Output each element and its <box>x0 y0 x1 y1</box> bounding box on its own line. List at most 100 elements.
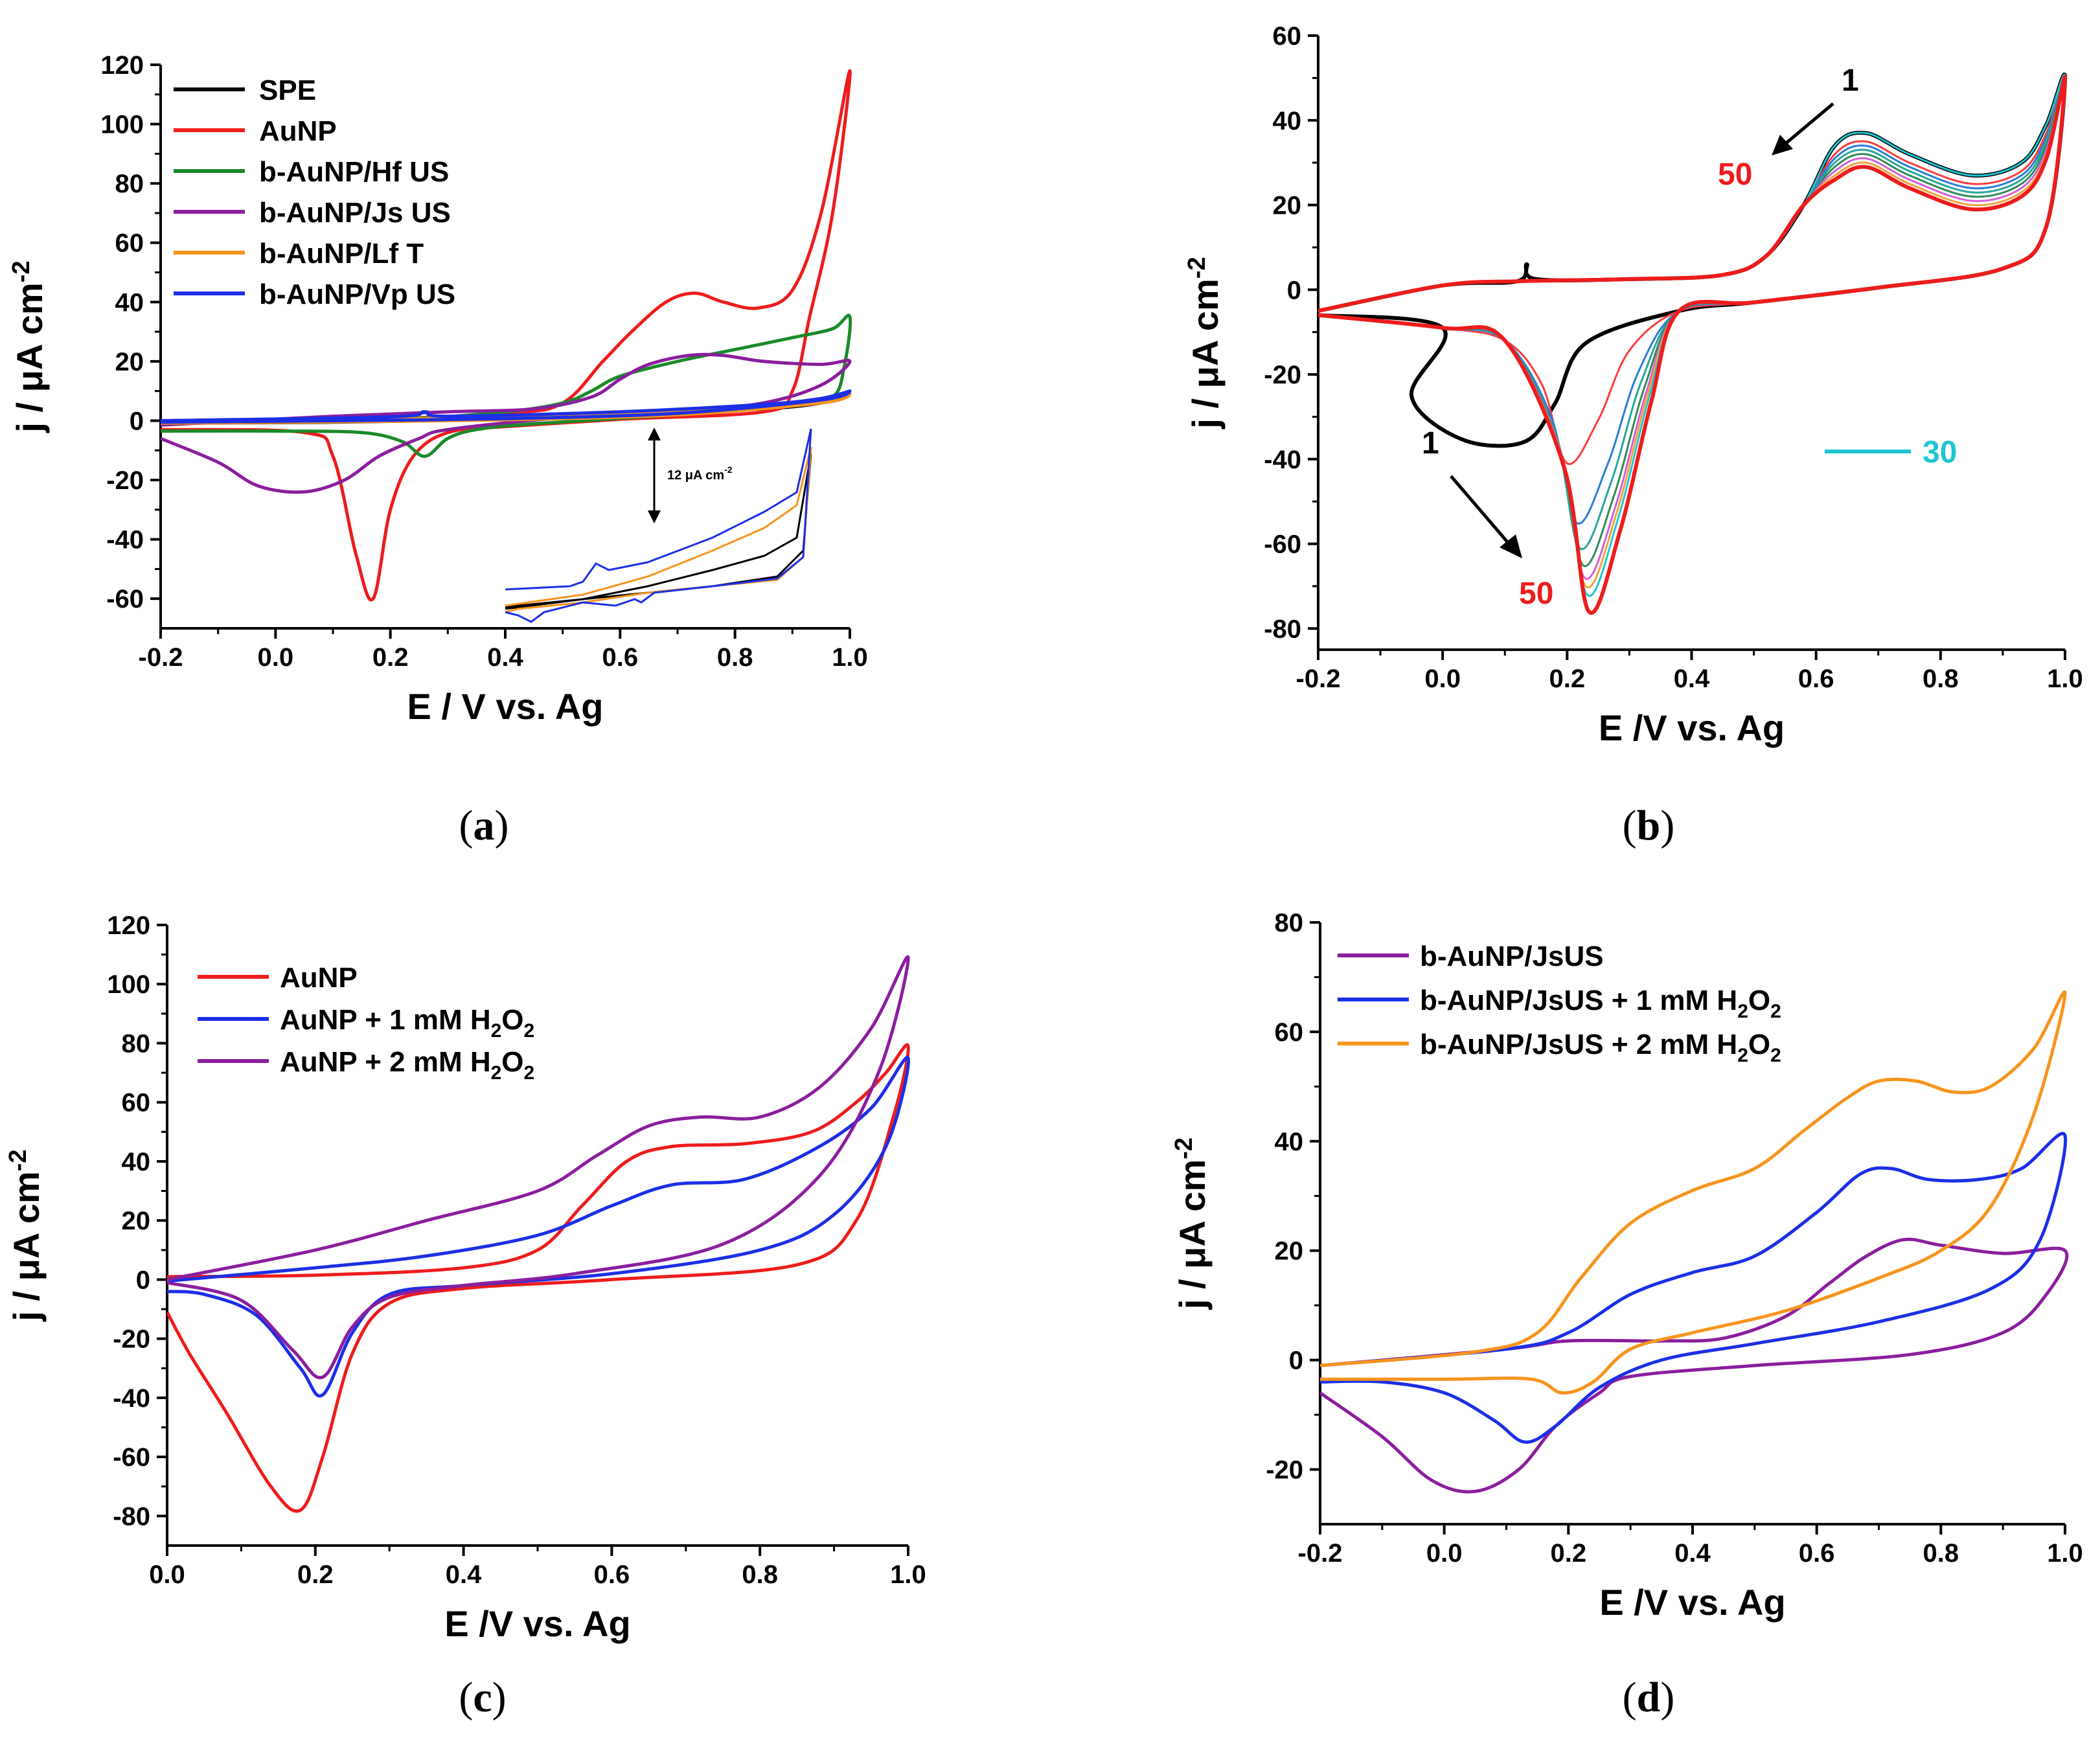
x-tick-label: 0.8 <box>717 643 753 672</box>
cycle-line-50 <box>1318 74 2067 615</box>
y-tick-label: 120 <box>100 51 144 80</box>
panel-a: -0.2 0.0 0.2 0.4 0.6 0.8 1.0 -60 -40 -20 0 20 40 60 80… <box>8 51 868 849</box>
annot-red-cycle-50: 50 <box>1519 577 1553 611</box>
y-tick-label: -80 <box>113 1502 150 1531</box>
y-tick-label: 40 <box>115 288 144 317</box>
panel-d-plot-area: -0.2 0.0 0.2 0.4 0.6 0.8 1.0 -20 0 20 40 60 80 E /V v… <box>1170 909 2083 1623</box>
y-tick-label: 0 <box>136 1266 150 1294</box>
panel-c-plot-area: 0.0 0.2 0.4 0.6 0.8 1.0 -80 -60 -40 -20 0 20 40 60 80 1… <box>5 911 926 1644</box>
series-group <box>161 69 852 602</box>
cycle-line-1 <box>1318 73 2067 448</box>
inset-curve-spe <box>505 453 812 610</box>
x-tick-label: -0.2 <box>1296 665 1341 693</box>
legend-label-vp: b-AuNP/Vp US <box>259 279 455 310</box>
y-tick-label: -40 <box>113 1384 150 1413</box>
panel-c: 0.0 0.2 0.4 0.6 0.8 1.0 -80 -60 -40 -20 0 20 40 60 80 1… <box>5 911 926 1721</box>
x-tick-label: 0.0 <box>149 1560 185 1589</box>
series-line-2 <box>1320 990 2067 1395</box>
panel-b-plot-area: -0.2 0.0 0.2 0.4 0.6 0.8 1.0 -80 -60 -40 -20 0 20 40 6… <box>1183 22 2083 748</box>
series-line-1 <box>161 69 852 602</box>
y-tick-label: -20 <box>1266 1456 1303 1485</box>
panel-a-inset: 12 μA cm-2 <box>505 428 812 623</box>
x-tick-label: 0.4 <box>1674 1539 1711 1568</box>
y-axis-title: j / μA cm-2 <box>1183 257 1226 429</box>
legend-label-jsus-2mm: b-AuNP/JsUS + 2 mM H2O2 <box>1420 1029 1781 1066</box>
y-tick-label: 80 <box>122 1029 151 1058</box>
annot-cycle-30: 30 <box>1923 435 1957 470</box>
x-axis-title: E /V vs. Ag <box>444 1603 630 1644</box>
inset-curve-vp <box>505 428 812 623</box>
cycle-line-25 <box>1318 75 2066 589</box>
y-tick-label: 80 <box>1275 909 1304 937</box>
panel-b-annotations: 1 50 1 50 30 <box>1422 63 1957 611</box>
x-tick-label: 0.6 <box>594 1560 630 1589</box>
x-tick-label: -0.2 <box>1298 1539 1343 1568</box>
panel-a-plot-area: -0.2 0.0 0.2 0.4 0.6 0.8 1.0 -60 -40 -20 0 20 40 60 80… <box>8 51 868 727</box>
annot-ox-cycle-50: 50 <box>1718 157 1752 192</box>
y-tick-label: 60 <box>1275 1018 1304 1047</box>
series-line-2 <box>161 314 852 458</box>
y-tick-label: -60 <box>1264 531 1301 559</box>
x-axis-title: E /V vs. Ag <box>1599 707 1785 748</box>
x-tick-label: 1.0 <box>2047 665 2083 693</box>
series-group <box>1318 73 2067 615</box>
x-tick-label: 0.6 <box>1798 665 1834 693</box>
series-line-0 <box>1320 1237 2069 1494</box>
y-tick-label: 40 <box>122 1148 151 1176</box>
series-line-2 <box>167 955 910 1380</box>
y-tick-label: 0 <box>1289 1347 1303 1375</box>
y-axis-title: j / μA cm-2 <box>1170 1137 1213 1310</box>
ox-arrow-head-icon <box>1772 135 1793 155</box>
y-tick-label: -40 <box>106 526 144 554</box>
inset-arrow-down-icon <box>648 510 661 523</box>
y-tick-label: 40 <box>1273 107 1302 135</box>
legend-label-hf: b-AuNP/Hf US <box>259 156 449 188</box>
x-tick-label: 0.8 <box>1923 665 1959 693</box>
panel-b: -0.2 0.0 0.2 0.4 0.6 0.8 1.0 -80 -60 -40 -20 0 20 40 6… <box>1183 22 2083 849</box>
y-tick-label: -60 <box>113 1443 150 1472</box>
x-tick-label: 0.0 <box>1424 665 1461 693</box>
x-tick-label: -0.2 <box>139 643 183 672</box>
panel-a-caption: (a) <box>459 802 509 849</box>
x-axis-title: E / V vs. Ag <box>407 686 604 727</box>
x-axis-title: E /V vs. Ag <box>1599 1582 1785 1623</box>
y-tick-label: 100 <box>107 970 150 999</box>
y-tick-label: 60 <box>122 1089 151 1117</box>
series-line-1 <box>1320 1132 2068 1444</box>
x-tick-label: 1.0 <box>832 643 868 672</box>
panel-c-legend: AuNP AuNP + 1 mM H2O2 AuNP + 2 mM H2O2 <box>198 962 534 1084</box>
annot-ox-cycle-1: 1 <box>1842 63 1859 98</box>
legend-label-aunp: AuNP <box>280 962 358 994</box>
x-tick-label: 0.4 <box>487 643 523 672</box>
series-group <box>1320 990 2069 1494</box>
x-tick-label: 0.4 <box>1674 665 1710 693</box>
y-tick-label: 20 <box>122 1207 151 1235</box>
panel-d: -0.2 0.0 0.2 0.4 0.6 0.8 1.0 -20 0 20 40 60 80 E /V v… <box>1170 909 2083 1721</box>
y-tick-label: 60 <box>115 229 144 258</box>
panel-a-legend: SPE AuNP b-AuNP/Hf US b-AuNP/Js US b-AuN… <box>174 74 455 310</box>
y-axis-title: j / μA cm-2 <box>8 260 50 433</box>
y-tick-label: -20 <box>1264 361 1301 389</box>
x-tick-label: 0.8 <box>742 1560 778 1589</box>
y-tick-label: 0 <box>130 407 144 435</box>
x-tick-label: 0.2 <box>1549 665 1586 693</box>
legend-label-lf: b-AuNP/Lf T <box>259 238 424 269</box>
cycle-line-2 <box>1318 74 2066 465</box>
y-tick-label: -40 <box>1264 446 1301 474</box>
legend-label-jsus: b-AuNP/JsUS <box>1420 941 1604 972</box>
y-tick-label: -60 <box>106 585 144 613</box>
series-line-3 <box>161 352 852 494</box>
legend-label-aunp-2mm: AuNP + 2 mM H2O2 <box>280 1046 534 1084</box>
red-arrow-line <box>1450 475 1511 545</box>
y-tick-label: -80 <box>1264 615 1301 643</box>
x-tick-label: 1.0 <box>890 1560 926 1589</box>
y-tick-label: 0 <box>1287 276 1301 304</box>
x-tick-label: 0.6 <box>1799 1539 1835 1568</box>
y-tick-label: 20 <box>1275 1237 1304 1266</box>
annot-red-cycle-1: 1 <box>1422 426 1439 461</box>
y-tick-label: 60 <box>1273 22 1302 51</box>
y-axis-title: j / μA cm-2 <box>5 1149 47 1321</box>
panel-b-caption: (b) <box>1623 802 1675 849</box>
cycle-line-30 <box>1318 73 2066 597</box>
